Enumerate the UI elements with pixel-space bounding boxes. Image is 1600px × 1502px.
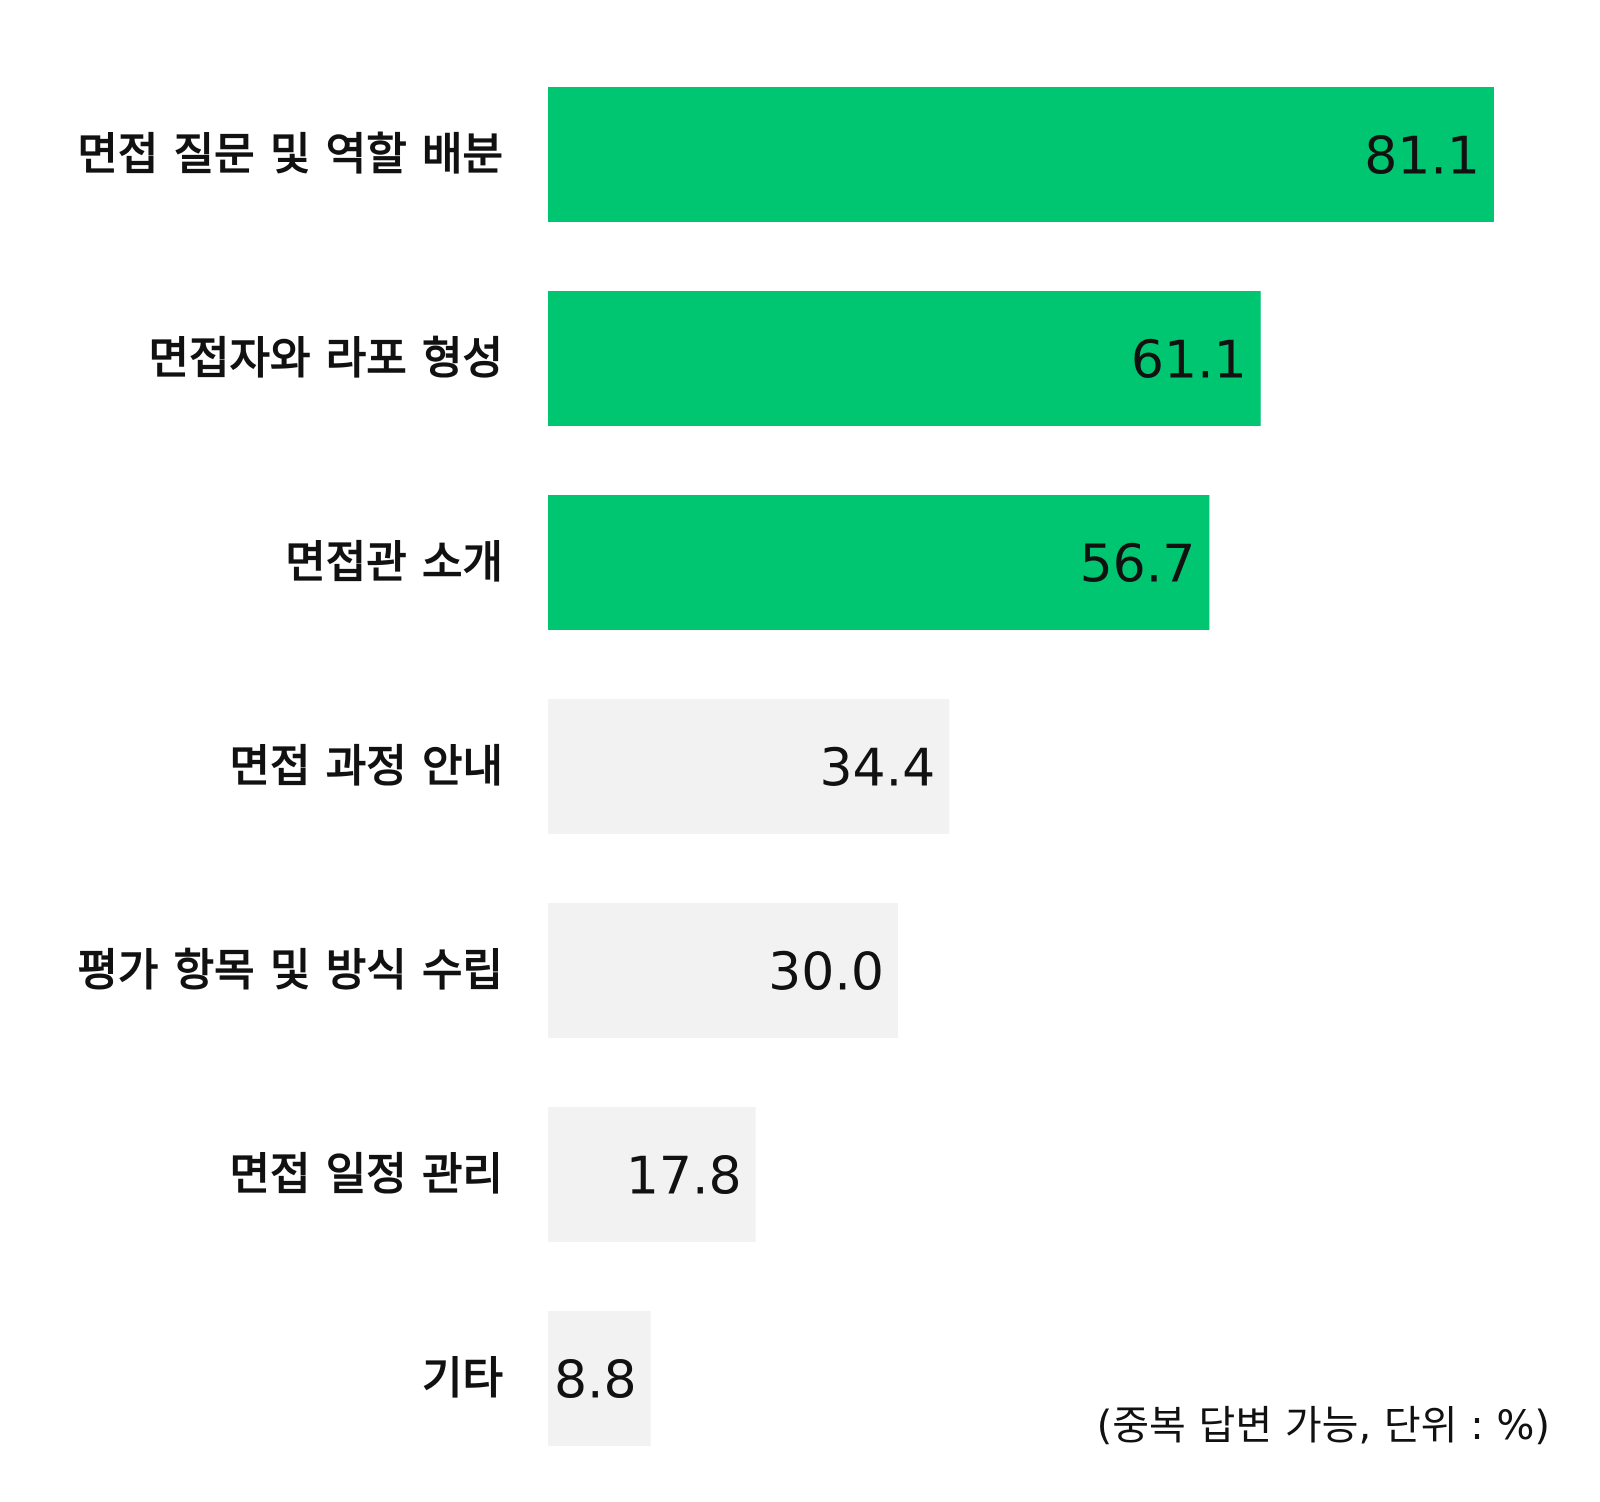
value-label: 34.4 [819,739,935,799]
value-label: 61.1 [1131,331,1247,391]
category-label: 면접 과정 안내 [229,741,503,792]
bar [548,699,950,834]
category-label: 면접 질문 및 역할 배분 [77,129,503,180]
category-label: 기타 [422,1353,503,1404]
bar [548,87,1494,222]
bar [548,1311,651,1446]
bar [548,903,898,1038]
chart-note: (중복 답변 가능, 단위 : %) [1096,1403,1550,1449]
value-label: 56.7 [1080,535,1196,595]
value-label: 8.8 [554,1351,637,1411]
bar [548,495,1210,630]
value-label: 30.0 [768,943,884,1003]
bar [548,1107,756,1242]
bar [548,291,1261,426]
value-label: 81.1 [1364,127,1480,187]
category-label: 면접 일정 관리 [229,1149,503,1200]
category-label: 면접관 소개 [285,537,503,588]
value-label: 17.8 [626,1147,742,1207]
category-label: 면접자와 라포 형성 [149,333,503,384]
category-label: 평가 항목 및 방식 수립 [77,945,503,996]
